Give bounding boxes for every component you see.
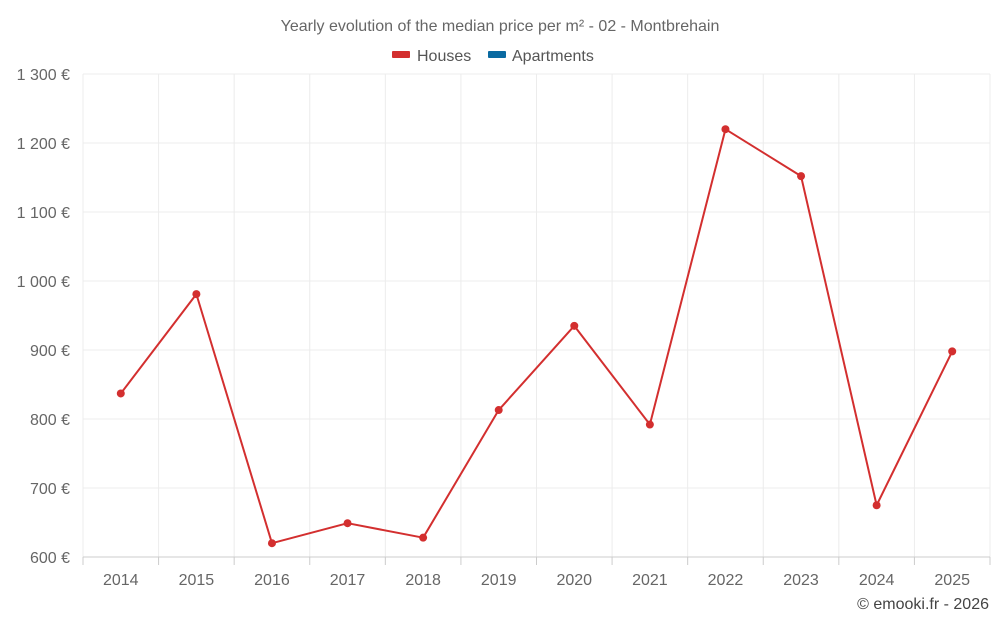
y-tick-label: 1 000 € [17, 274, 70, 291]
x-tick-label: 2023 [783, 572, 819, 589]
legend-label-apartments: Apartments [512, 48, 594, 65]
x-tick-label: 2019 [481, 572, 517, 589]
y-tick-label: 1 300 € [17, 67, 70, 84]
data-point-houses[interactable] [797, 172, 806, 181]
x-tick-label: 2020 [556, 572, 592, 589]
y-tick-label: 600 € [30, 550, 70, 567]
data-point-houses[interactable] [116, 389, 125, 398]
x-tick-label: 2025 [934, 572, 970, 589]
chart-title: Yearly evolution of the median price per… [281, 18, 720, 35]
x-tick-label: 2014 [103, 572, 139, 589]
x-axis-ticks: 2014 2015 2016 2017 2018 2019 2020 2021 2022 2023… [82, 557, 991, 589]
data-point-houses[interactable] [267, 539, 276, 548]
series-line-houses [119, 128, 954, 545]
series-layer [116, 125, 957, 548]
legend-label-houses: Houses [417, 48, 471, 65]
y-tick-label: 1 200 € [17, 136, 70, 153]
data-point-houses[interactable] [494, 406, 503, 415]
legend-swatch-houses [392, 51, 410, 58]
data-point-houses[interactable] [872, 501, 881, 510]
copyright-footer: © emooki.fr - 2026 [857, 596, 989, 613]
y-axis-ticks: 600 € 700 € 800 € 900 € 1 000 € 1 100 € 1 200 … [17, 67, 70, 567]
legend-item-houses[interactable]: Houses [392, 48, 471, 65]
x-tick-label: 2017 [330, 572, 366, 589]
x-tick-label: 2016 [254, 572, 290, 589]
data-point-houses[interactable] [948, 347, 957, 356]
x-tick-label: 2018 [405, 572, 441, 589]
x-gridlines [82, 74, 991, 557]
y-tick-label: 700 € [30, 481, 70, 498]
data-point-houses[interactable] [419, 533, 428, 542]
x-tick-label: 2015 [179, 572, 215, 589]
data-point-houses[interactable] [721, 125, 730, 134]
x-tick-label: 2024 [859, 572, 895, 589]
data-point-houses[interactable] [192, 290, 201, 299]
data-point-houses[interactable] [343, 519, 352, 528]
data-point-houses[interactable] [570, 321, 579, 330]
legend: Houses Apartments [392, 48, 594, 65]
legend-item-apartments[interactable]: Apartments [488, 48, 594, 65]
y-tick-label: 800 € [30, 412, 70, 429]
y-tick-label: 900 € [30, 343, 70, 360]
data-point-houses[interactable] [645, 420, 654, 429]
x-tick-label: 2021 [632, 572, 668, 589]
legend-swatch-apartments [488, 51, 506, 58]
y-tick-label: 1 100 € [17, 205, 70, 222]
x-tick-label: 2022 [708, 572, 744, 589]
